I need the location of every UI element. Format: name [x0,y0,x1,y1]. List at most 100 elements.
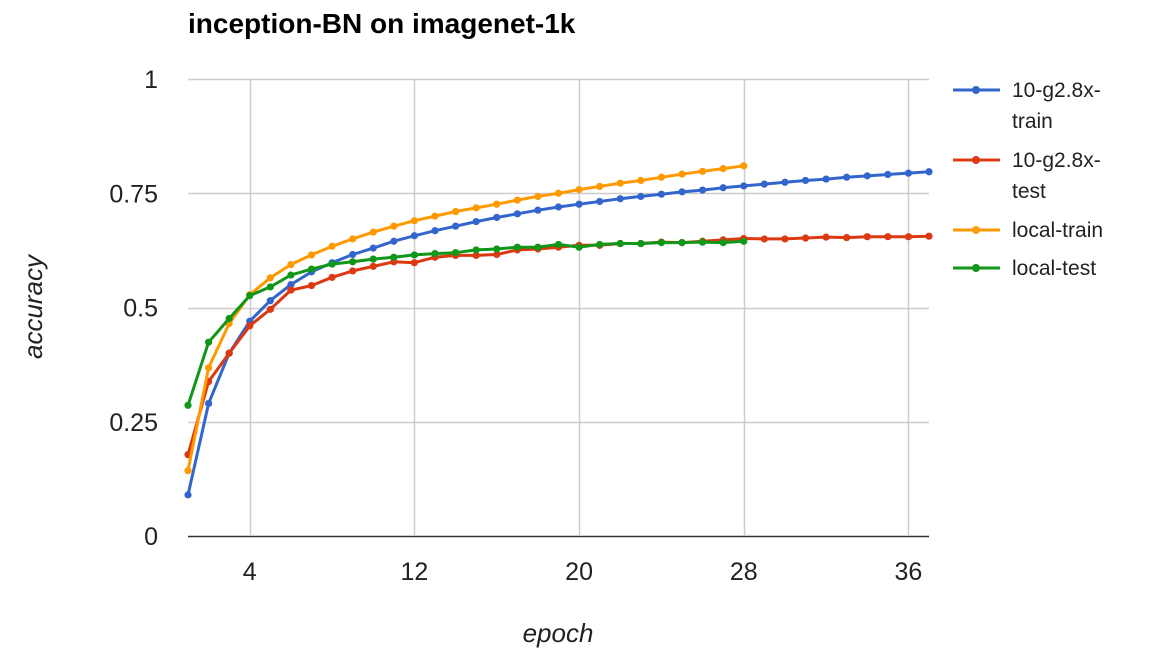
data-point [698,167,707,175]
data-point [698,238,707,246]
series-line-10-g2-8x-train [186,170,931,497]
data-point [431,227,439,235]
data-point [719,184,727,192]
data-point [451,249,460,257]
data-point [307,281,316,290]
legend-label: 10-g2.8x-train [1012,79,1101,133]
data-point [657,190,666,198]
data-point [390,237,398,245]
plot-area [184,162,933,499]
data-point [678,239,686,247]
data-point [287,260,295,269]
y-tick-label: 1 [144,66,158,94]
y-tick-label: 0 [144,523,158,551]
legend-label: 10-g2.8x-test [1012,149,1101,203]
data-point [884,170,892,179]
y-tick-label: 0.5 [123,295,158,323]
data-point [493,245,501,253]
data-point [801,234,810,242]
data-point [266,283,274,291]
data-point [472,204,480,212]
data-point [266,305,274,313]
y-axis-ticks: 0 0.25 0.5 0.75 1 [109,66,158,551]
data-point [843,173,851,181]
data-point [616,195,624,203]
legend-label-line: local-test [1012,257,1096,280]
series-10-g2-8x-test [184,232,933,459]
legend-marker [972,264,980,272]
data-point [431,249,439,258]
legend-item-local-test: local-test [953,257,1096,280]
data-point [513,196,521,204]
data-point [184,467,192,475]
data-point [513,210,521,218]
data-point [616,239,624,248]
data-point [657,239,666,247]
data-point [678,170,686,178]
data-point [287,281,295,289]
x-tick-label: 12 [401,558,429,586]
data-point [781,235,789,243]
data-point [287,271,295,279]
data-point [657,173,666,181]
data-point [472,217,480,226]
data-point [328,260,336,268]
x-tick-label: 4 [243,558,257,586]
data-point [287,286,295,294]
data-point [369,244,377,252]
data-point [822,233,830,241]
data-point [266,274,274,282]
legend-label-line: 10-g2.8x- [1012,149,1101,172]
legend-item-10-g2-8x-train: 10-g2.8x-train [953,79,1101,133]
data-point [493,213,501,222]
x-axis-ticks: 4 12 20 28 36 [243,558,923,586]
data-point [184,401,192,409]
data-point [390,253,398,261]
legend-label: local-train [1012,219,1103,242]
legend-marker [972,226,980,234]
data-point [534,243,542,251]
data-point [451,207,460,216]
grid [188,78,929,538]
data-point [451,222,460,230]
data-point [431,212,439,220]
data-point [534,206,542,214]
data-point [204,338,213,346]
data-point [513,243,521,251]
data-point [760,235,768,243]
data-point [554,189,563,197]
data-point [204,399,213,408]
data-point [719,164,727,173]
data-point [328,242,336,250]
data-point [596,197,604,206]
data-point [369,228,377,236]
data-point [884,233,892,241]
data-point [740,237,748,245]
y-axis-title: accuracy [18,253,48,359]
data-point [843,233,851,242]
data-point [863,172,871,180]
series-line-local-test [186,239,746,407]
legend-label-line: train [1012,110,1053,133]
legend-label-line: local-train [1012,219,1103,242]
data-point [246,322,254,330]
data-point [204,364,213,372]
series-local-test [184,237,748,409]
data-point [925,232,933,240]
data-point [616,179,624,187]
legend-marker [972,156,980,164]
x-tick-label: 20 [565,558,593,586]
data-point [801,176,810,185]
data-point [596,182,604,190]
legend-item-local-train: local-train [953,219,1103,242]
data-point [369,262,377,270]
data-point [349,267,357,275]
data-point [575,243,583,251]
data-point [596,240,604,249]
data-point [410,251,419,259]
data-point [472,251,480,260]
data-point [575,185,583,194]
data-point [822,175,830,183]
data-point [698,186,707,194]
x-tick-label: 28 [730,558,758,586]
